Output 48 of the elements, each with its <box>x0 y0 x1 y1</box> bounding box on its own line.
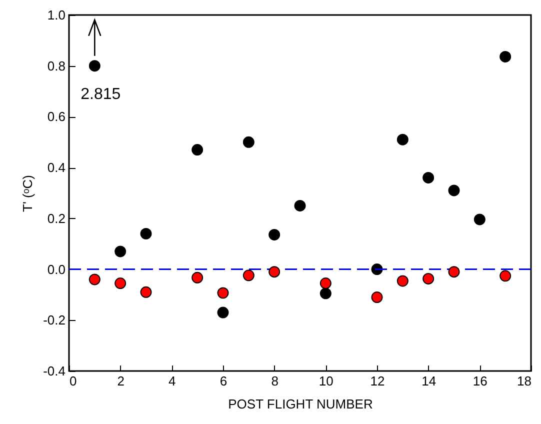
y-tick-label: 1.0 <box>47 8 66 22</box>
x-tick-label: 2 <box>117 374 124 388</box>
x-tick-label: 16 <box>472 374 488 388</box>
point <box>320 288 332 300</box>
point <box>88 274 100 286</box>
point <box>448 184 460 196</box>
point <box>192 144 204 156</box>
point <box>268 266 280 278</box>
point <box>242 136 254 148</box>
point <box>268 228 280 240</box>
y-tick-label: 0.2 <box>47 210 66 226</box>
y-tick-label: 0.4 <box>47 160 66 176</box>
point <box>320 278 332 290</box>
point <box>474 214 486 226</box>
point <box>114 278 126 290</box>
point <box>396 275 408 287</box>
x-tick-label: 18 <box>517 374 532 388</box>
x-tick-label: 10 <box>318 374 334 388</box>
point <box>294 200 306 212</box>
point <box>448 266 460 278</box>
x-tick-label: 6 <box>220 374 228 388</box>
point <box>422 272 434 284</box>
x-tick-label: 14 <box>422 374 436 388</box>
point <box>500 270 512 282</box>
y-tick-label: -0.4 <box>43 364 66 378</box>
point <box>192 272 204 284</box>
x-tick-label: 4 <box>168 374 176 388</box>
y-tick-label: 0.8 <box>47 58 66 74</box>
point <box>140 228 152 240</box>
point <box>422 172 434 184</box>
y-tick-label: -0.2 <box>43 312 66 328</box>
annotation: 2.815 <box>80 86 121 103</box>
point <box>140 286 152 298</box>
point <box>114 246 126 258</box>
x-tick-label: 12 <box>370 374 385 388</box>
y-axis-title: T' (ᵒC) <box>20 175 36 212</box>
point <box>396 134 408 146</box>
point <box>88 60 100 72</box>
x-tick-label: 0 <box>70 374 77 388</box>
x-axis-title: POST FLIGHT NUMBER <box>228 396 373 412</box>
y-tick-label: 0.6 <box>47 109 66 124</box>
point <box>371 292 383 303</box>
point <box>217 306 229 318</box>
x-tick-label: 8 <box>271 374 278 388</box>
point <box>500 50 512 62</box>
point <box>217 287 229 299</box>
point <box>242 270 254 282</box>
y-tick-label: 0.0 <box>47 262 66 277</box>
